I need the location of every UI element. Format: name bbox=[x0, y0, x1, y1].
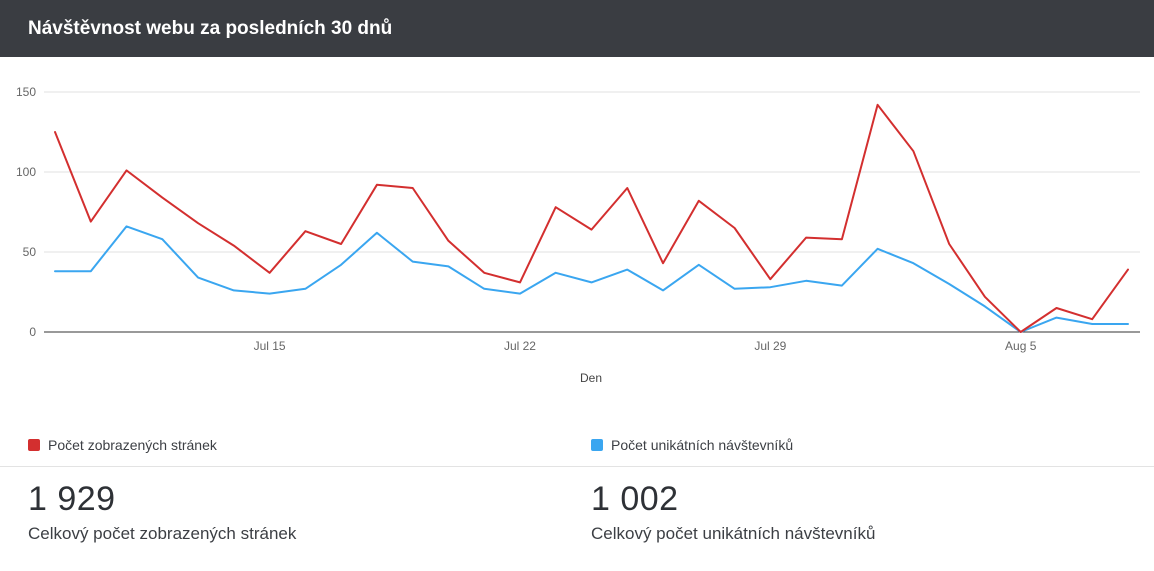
legend-swatch-blue bbox=[591, 439, 603, 451]
x-tick-label: Jul 15 bbox=[254, 339, 286, 353]
y-tick-label: 0 bbox=[29, 325, 36, 339]
stat-label: Celkový počet zobrazených stránek bbox=[28, 524, 297, 543]
chart-legend: Počet zobrazených stránek Počet unikátní… bbox=[0, 437, 1154, 455]
x-tick-label: Aug 5 bbox=[1005, 339, 1037, 353]
stat-visitors: 1 002 Celkový počet unikátních návštevní… bbox=[591, 478, 875, 544]
legend-label: Počet zobrazených stránek bbox=[48, 437, 217, 453]
y-tick-label: 150 bbox=[16, 85, 36, 99]
chart-area: 0 50 100 150 Jul 15 Jul 22 Jul 29 Aug 5 Den bbox=[0, 57, 1154, 417]
stat-value: 1 002 bbox=[591, 480, 679, 518]
legend-item-visitors[interactable]: Počet unikátních návštevníků bbox=[591, 437, 793, 453]
legend-item-pageviews[interactable]: Počet zobrazených stránek bbox=[28, 437, 217, 453]
legend-swatch-red bbox=[28, 439, 40, 451]
y-tick-label: 50 bbox=[23, 245, 37, 259]
stat-value: 1 929 bbox=[28, 480, 116, 518]
legend-label: Počet unikátních návštevníků bbox=[611, 437, 794, 453]
header-bar: Návštěvnost webu za posledních 30 dnů bbox=[0, 0, 1154, 57]
series-line-visitors bbox=[54, 225, 1129, 333]
stat-pageviews: 1 929 Celkový počet zobrazených stránek bbox=[28, 478, 296, 544]
x-axis-title: Den bbox=[580, 371, 602, 385]
line-chart: 0 50 100 150 Jul 15 Jul 22 Jul 29 Aug 5 Den bbox=[16, 85, 1140, 385]
stat-label: Celkový počet unikátních návštevníků bbox=[591, 524, 876, 543]
x-tick-label: Jul 22 bbox=[504, 339, 536, 353]
divider bbox=[0, 466, 1154, 467]
x-tick-label: Jul 29 bbox=[754, 339, 786, 353]
y-tick-label: 100 bbox=[16, 165, 36, 179]
page-title: Návštěvnost webu za posledních 30 dnů bbox=[28, 17, 393, 39]
series-line-pageviews bbox=[54, 103, 1129, 333]
